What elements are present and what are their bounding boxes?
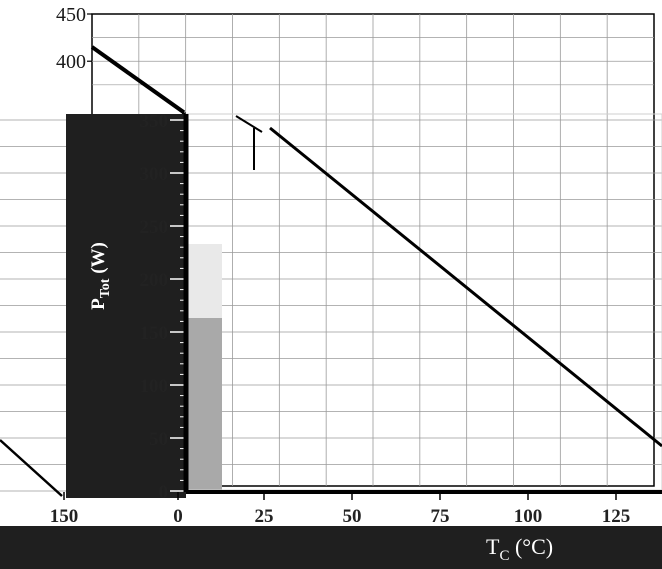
ghost-y-tick-label-300: 300 [140, 164, 169, 185]
x-tick-label-150: 150 [50, 506, 79, 527]
ghost-y-tick-label-200: 200 [140, 270, 169, 291]
ghost-series-line [269, 126, 662, 448]
x-tick-label-100: 100 [514, 506, 543, 527]
ghost-y-label-main: P [88, 298, 109, 310]
ghost-y-tick-label-100: 100 [140, 376, 169, 397]
ghost-y-tick-label-250: 250 [140, 217, 169, 238]
ghost-left-band [66, 114, 186, 498]
ghost-y-tick-label-150: 150 [140, 323, 169, 344]
x-tick-label-25: 25 [255, 506, 274, 527]
ghost-y-tick-label-350: 350 [140, 111, 169, 132]
x-tick-label-50: 50 [343, 506, 362, 527]
ghost-y-tick-label-0: 0 [159, 482, 169, 503]
x-tick-label-75: 75 [431, 506, 450, 527]
ghost-y-label-unit: (W) [88, 242, 109, 274]
ghost-y-tick-label-50: 50 [149, 429, 168, 450]
y-tick-label-400: 400 [56, 51, 86, 73]
ghost-y-label-sub: Tot [98, 278, 113, 298]
x-axis-band-light [0, 498, 662, 526]
ghost-series [235, 115, 662, 448]
series-line-segment [90, 45, 186, 115]
series-line-segment [0, 439, 63, 497]
ghost-y-tick-labels: 0 50 100 150 200 250 300 350 [140, 111, 189, 503]
ghost-gray-block-light [186, 244, 222, 328]
ghost-overlay: 0 50 100 150 200 250 300 350 PTot (W) [66, 111, 662, 503]
x-axis-band: 150 0 25 50 75 100 125 TC (°C) [0, 492, 662, 569]
ghost-gray-block [186, 318, 222, 490]
x-axis-tick-labels: 150 0 25 50 75 100 125 [50, 492, 631, 527]
y-axis-tick-labels: 450 400 [56, 4, 92, 73]
y-tick-label-450: 450 [56, 4, 86, 26]
x-axis-title: TC (°C) [486, 534, 553, 564]
x-tick-label-0: 0 [173, 506, 183, 527]
x-axis-band-dark [0, 526, 662, 569]
x-tick-label-125: 125 [602, 506, 631, 527]
ghost-series-line [235, 115, 263, 133]
ghost-y-axis-label: PTot (W) [88, 242, 113, 310]
